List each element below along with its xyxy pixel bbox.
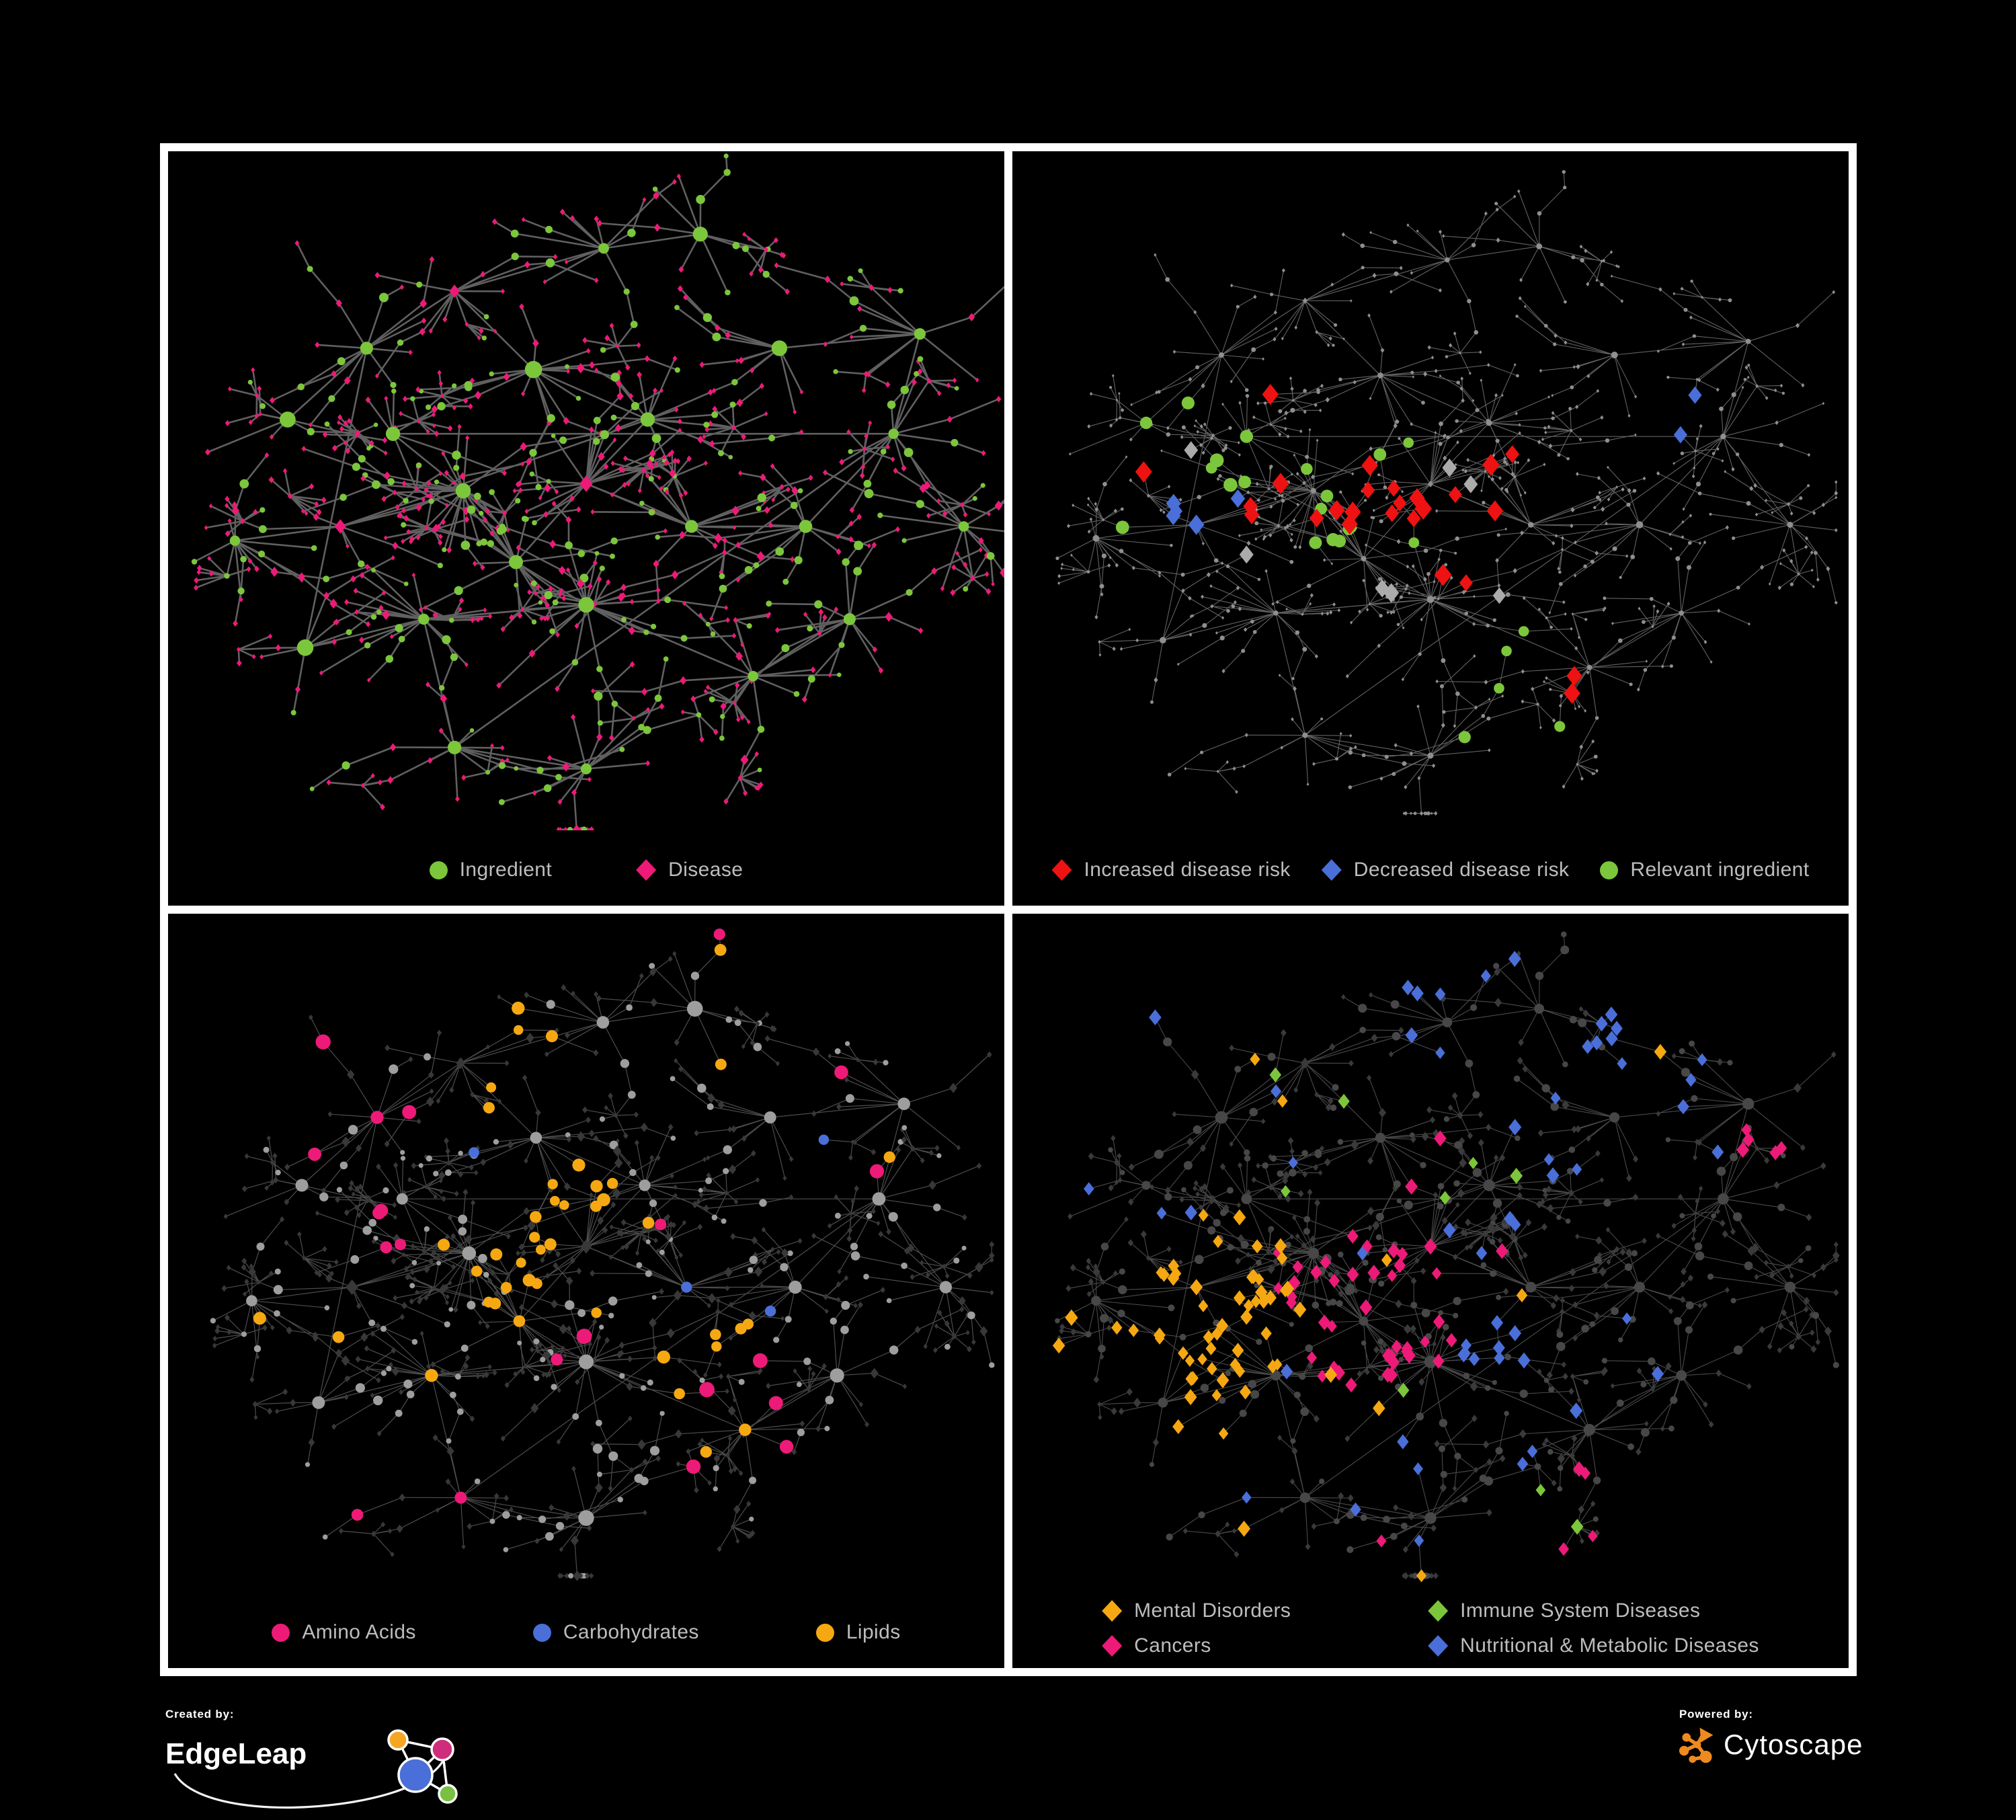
network-nodes xyxy=(191,153,1004,830)
immune-system-diseases-diamond-marker-icon xyxy=(1428,1600,1449,1622)
legend-item-relevant-ingredient: Relevant ingredient xyxy=(1600,859,1809,881)
nutritional-metabolic-diseases-diamond-marker-icon xyxy=(1428,1635,1449,1657)
lipids-circle-marker-icon xyxy=(815,1623,834,1642)
network-nodes xyxy=(1055,170,1839,816)
legend-label: Lipids xyxy=(846,1621,901,1643)
network-graph-ingredient-disease xyxy=(191,153,1004,830)
legend-ingredient-classes: Amino Acids Carbohydrates Lipids xyxy=(168,1621,1004,1644)
legend-label: Immune System Diseases xyxy=(1460,1599,1701,1622)
legend-ingredient-disease: Ingredient Disease xyxy=(168,859,1004,881)
legend-disease-classes: Mental Disorders Immune System Diseases Ca… xyxy=(1012,1599,1849,1657)
network-graph-ingredient-classes xyxy=(210,928,995,1581)
network-graph-disease-risk xyxy=(1055,170,1839,816)
cancers-diamond-marker-icon xyxy=(1102,1635,1123,1657)
edgeleap-network-icon xyxy=(173,1729,458,1809)
cytoscape-icon xyxy=(1679,1727,1713,1763)
panel-ingredient-classes: Amino Acids Carbohydrates Lipids xyxy=(168,914,1004,1668)
legend-label: Nutritional & Metabolic Diseases xyxy=(1460,1634,1759,1657)
network-edges xyxy=(212,934,992,1577)
network-graph-disease-classes xyxy=(1052,931,1840,1583)
mental-disorders-diamond-marker-icon xyxy=(1102,1600,1123,1622)
legend-label: Cancers xyxy=(1134,1634,1211,1657)
increased-disease-risk-diamond-marker-icon xyxy=(1051,859,1072,881)
legend-item-carbohydrates: Carbohydrates xyxy=(532,1621,699,1644)
legend-label: Ingredient xyxy=(459,859,553,881)
cytoscape-wordmark: Cytoscape xyxy=(1724,1729,1863,1760)
legend-label: Increased disease risk xyxy=(1084,859,1291,881)
created-by-block: Created by: EdgeLeap xyxy=(165,1708,481,1817)
edgeleap-wordmark: EdgeLeap xyxy=(165,1737,307,1770)
network-edges xyxy=(1057,171,1837,814)
edgeleap-logo: EdgeLeap xyxy=(165,1723,481,1817)
disease-diamond-marker-icon xyxy=(636,859,657,881)
legend-label: Disease xyxy=(668,859,743,881)
legend-item-immune-system-diseases: Immune System Diseases xyxy=(1428,1599,1759,1622)
carbohydrates-circle-marker-icon xyxy=(532,1623,551,1642)
legend-label: Mental Disorders xyxy=(1134,1599,1291,1622)
panel-disease-classes: Mental Disorders Immune System Diseases Ca… xyxy=(1012,914,1849,1668)
powered-by-block: Powered by: Cytoscape xyxy=(1679,1708,1863,1764)
relevant-ingredient-circle-marker-icon xyxy=(1600,861,1619,879)
legend-label: Amino Acids xyxy=(302,1621,416,1643)
legend-item-nutritional-metabolic-diseases: Nutritional & Metabolic Diseases xyxy=(1428,1634,1759,1657)
legend-item-disease: Disease xyxy=(636,859,743,881)
legend-item-amino-acids: Amino Acids xyxy=(272,1621,415,1644)
legend-item-mental-disorders: Mental Disorders xyxy=(1102,1599,1347,1622)
network-nodes xyxy=(1052,931,1840,1583)
legend-item-cancers: Cancers xyxy=(1102,1634,1347,1657)
legend-item-increased-disease-risk: Increased disease risk xyxy=(1051,859,1291,881)
legend-item-decreased-disease-risk: Decreased disease risk xyxy=(1321,859,1570,881)
ingredient-circle-marker-icon xyxy=(429,861,448,879)
decreased-disease-risk-diamond-marker-icon xyxy=(1321,859,1342,881)
legend-item-lipids: Lipids xyxy=(815,1621,901,1644)
panel-ingredient-disease: Ingredient Disease xyxy=(168,151,1004,906)
amino-acids-circle-marker-icon xyxy=(272,1623,290,1642)
legend-label: Decreased disease risk xyxy=(1353,859,1570,881)
created-by-label: Created by: xyxy=(165,1708,235,1720)
panel-disease-risk: Increased disease risk Decreased disease … xyxy=(1012,151,1849,906)
network-edges xyxy=(193,155,1004,830)
panels-grid: Ingredient Disease Increased disease risk… xyxy=(160,143,1857,1676)
powered-by-label: Powered by: xyxy=(1679,1708,1753,1720)
network-nodes xyxy=(210,928,995,1581)
legend-label: Carbohydrates xyxy=(563,1621,699,1643)
legend-label: Relevant ingredient xyxy=(1630,859,1810,881)
legend-disease-risk: Increased disease risk Decreased disease … xyxy=(1012,859,1849,881)
network-edges xyxy=(1057,934,1837,1577)
legend-item-ingredient: Ingredient xyxy=(429,859,553,881)
